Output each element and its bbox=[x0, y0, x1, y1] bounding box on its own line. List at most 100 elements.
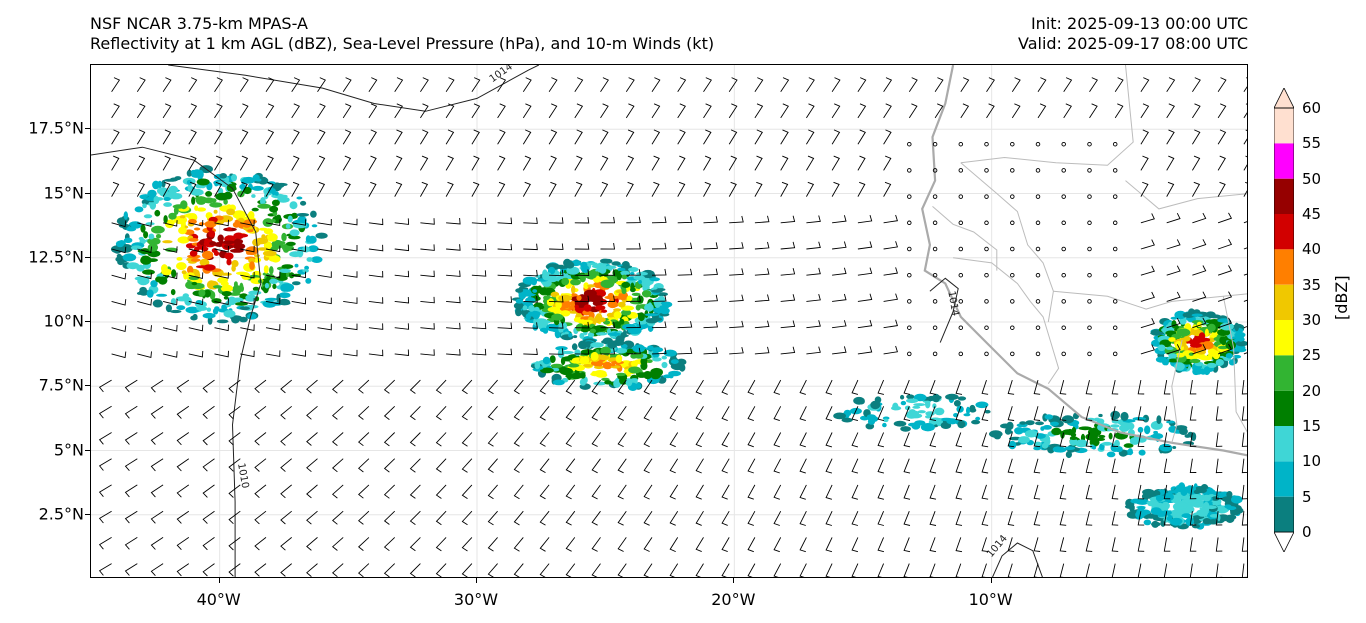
wind-barb bbox=[549, 243, 564, 250]
echo-cell bbox=[1123, 443, 1134, 448]
wind-barb bbox=[617, 484, 627, 500]
wind-barb bbox=[1140, 155, 1149, 171]
wind-barb bbox=[150, 379, 164, 393]
wind-barb bbox=[1111, 432, 1119, 447]
echo-cell bbox=[252, 286, 260, 292]
echo-cell bbox=[240, 218, 245, 223]
wind-barb bbox=[420, 129, 429, 145]
echo-cell bbox=[679, 363, 686, 372]
wind-barb bbox=[420, 270, 435, 278]
wind-barb bbox=[291, 155, 300, 171]
wind-barb bbox=[1063, 77, 1073, 92]
wind-barb bbox=[986, 103, 995, 119]
echo-cell bbox=[900, 394, 905, 400]
wind-barb bbox=[1192, 343, 1207, 355]
wind-barb bbox=[600, 269, 616, 276]
colorbar-tick-label: 20 bbox=[1302, 381, 1322, 400]
echo-cell bbox=[515, 298, 524, 304]
echo-cell bbox=[620, 270, 630, 276]
echo-cell bbox=[213, 285, 223, 289]
echo-cell bbox=[1014, 427, 1024, 435]
wind-barb bbox=[806, 103, 815, 119]
echo-cell bbox=[622, 323, 637, 331]
echo-cell bbox=[631, 292, 641, 296]
wind-barb bbox=[806, 267, 821, 276]
echo-cell bbox=[971, 419, 981, 425]
calm-circle bbox=[1112, 194, 1118, 199]
echo-cell bbox=[925, 415, 932, 419]
lat-tick bbox=[85, 513, 90, 515]
wind-barb bbox=[202, 563, 215, 577]
calm-circle bbox=[1112, 168, 1118, 173]
wind-barb bbox=[176, 563, 190, 577]
wind-barb bbox=[851, 458, 859, 474]
echo-cell bbox=[1000, 423, 1012, 429]
country-border bbox=[932, 206, 998, 271]
echo-cell bbox=[593, 325, 607, 332]
echo-cell bbox=[546, 298, 555, 307]
echo-cell bbox=[635, 281, 640, 289]
wind-barb bbox=[214, 298, 229, 305]
wind-barb bbox=[487, 406, 498, 421]
echo-cell bbox=[202, 250, 214, 260]
calm-circle bbox=[1035, 351, 1041, 357]
echo-cell bbox=[148, 233, 155, 240]
wind-barb bbox=[240, 245, 255, 253]
calm-circle bbox=[984, 246, 989, 252]
wind-barb bbox=[754, 129, 763, 145]
wind-barb bbox=[574, 217, 590, 224]
wind-barb bbox=[825, 406, 833, 422]
wind-barb bbox=[1163, 432, 1171, 447]
wind-barb bbox=[695, 537, 704, 553]
wind-barb bbox=[1189, 458, 1197, 474]
wind-barb bbox=[780, 103, 789, 119]
wind-barb bbox=[799, 379, 807, 395]
echo-cell bbox=[1176, 502, 1188, 507]
wind-barb bbox=[600, 129, 609, 145]
echo-cell bbox=[271, 239, 284, 249]
wind-barb-layer bbox=[98, 77, 1247, 577]
wind-barb bbox=[368, 181, 377, 197]
wind-barb bbox=[239, 129, 249, 145]
echo-cell bbox=[620, 344, 628, 349]
echo-cell bbox=[262, 300, 277, 307]
wind-barb bbox=[1243, 181, 1247, 197]
echo-cell bbox=[866, 414, 877, 420]
wind-barb bbox=[851, 432, 859, 448]
wind-barb bbox=[729, 320, 744, 329]
echo-cell bbox=[204, 220, 217, 228]
wind-barb bbox=[600, 155, 609, 171]
echo-cell bbox=[1209, 314, 1221, 319]
echo-cell bbox=[176, 305, 186, 311]
wind-barb bbox=[150, 458, 164, 472]
wind-barb bbox=[523, 322, 538, 329]
echo-cell bbox=[234, 233, 249, 238]
echo-cell bbox=[1069, 436, 1078, 440]
wind-barb bbox=[188, 103, 198, 119]
echo-cell bbox=[561, 277, 570, 286]
wind-barb bbox=[124, 484, 138, 498]
wind-barb bbox=[342, 103, 352, 119]
wind-barb bbox=[522, 155, 532, 171]
echo-cell bbox=[920, 423, 935, 432]
wind-barb bbox=[773, 484, 782, 500]
wind-barb bbox=[98, 458, 112, 471]
wind-barb bbox=[669, 458, 679, 474]
echo-cell bbox=[161, 180, 166, 188]
wind-barb bbox=[832, 267, 847, 276]
wind-barb bbox=[1241, 511, 1247, 526]
wind-barb bbox=[1166, 181, 1175, 197]
wind-barb bbox=[332, 484, 344, 499]
echo-cell bbox=[245, 294, 256, 301]
wind-barb bbox=[383, 510, 396, 525]
wind-barb bbox=[291, 181, 300, 197]
wind-barb bbox=[1192, 317, 1207, 329]
wind-barb bbox=[981, 563, 987, 577]
wind-barb bbox=[1241, 406, 1247, 421]
colorbar-tick-label: 25 bbox=[1302, 346, 1322, 365]
echo-cell bbox=[1174, 310, 1187, 320]
wind-barb bbox=[617, 537, 627, 552]
isobar-line bbox=[91, 146, 262, 577]
wind-barb bbox=[291, 103, 300, 119]
wind-barb bbox=[539, 537, 550, 552]
